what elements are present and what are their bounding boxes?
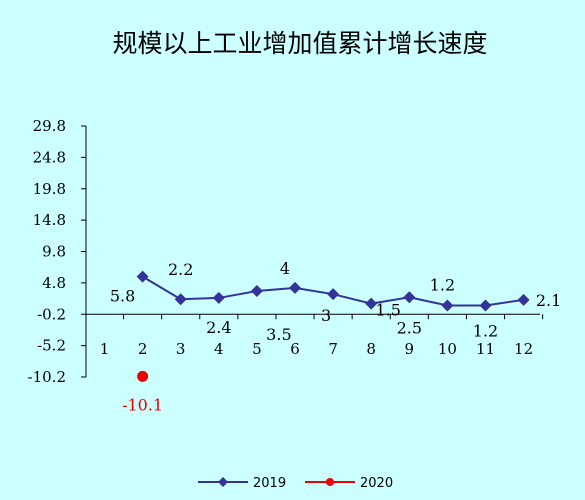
series-2019-point <box>250 285 263 298</box>
y-tick-label: -0.2 <box>37 305 66 323</box>
data-label: -10.1 <box>122 395 163 414</box>
series-2019-point <box>365 297 378 310</box>
chart-title: 规模以上工业增加值累计增长速度 <box>112 29 487 58</box>
series-2020-point <box>137 370 149 382</box>
series-2019-point <box>517 293 530 306</box>
series-2019-point <box>289 281 301 294</box>
data-label: 2.5 <box>397 318 422 337</box>
series-2019-point <box>441 299 454 312</box>
data-label: 2.1 <box>536 291 561 310</box>
data-label: 4 <box>280 259 290 278</box>
y-tick-label: -5.2 <box>37 337 66 355</box>
y-tick-label: 24.8 <box>33 148 66 166</box>
data-label: 1.2 <box>473 321 498 340</box>
x-tick-label: 8 <box>366 340 376 358</box>
y-tick-label: 14.8 <box>33 211 66 229</box>
data-label: 2.2 <box>168 260 193 279</box>
series-2019-point <box>479 299 492 312</box>
x-tick-label: 10 <box>438 340 457 358</box>
data-label: 1.5 <box>375 301 400 320</box>
series-2019-point <box>136 270 149 283</box>
legend-marker-2019 <box>218 477 228 487</box>
legend-label: 2020 <box>360 476 393 491</box>
x-tick-label: 3 <box>176 340 186 358</box>
series-2019-point <box>212 291 225 304</box>
y-tick-label: 29.8 <box>33 117 66 135</box>
data-label: 3 <box>321 306 331 325</box>
x-tick-label: 5 <box>252 340 262 358</box>
x-tick-label: 11 <box>476 340 495 358</box>
x-tick-label: 7 <box>328 340 338 358</box>
legend-marker-2020 <box>326 478 334 486</box>
x-tick-label: 12 <box>514 340 533 358</box>
series-2019-point <box>327 288 340 301</box>
legend-label: 2019 <box>253 476 286 491</box>
legend: 2019 2020 <box>198 476 393 491</box>
x-tick-label: 6 <box>290 340 300 358</box>
data-label: 1.2 <box>430 275 455 294</box>
x-tick-label: 1 <box>100 340 110 358</box>
y-tick-label: 9.8 <box>42 243 66 261</box>
x-tick-label: 2 <box>138 340 148 358</box>
x-tick-label: 4 <box>214 340 224 358</box>
data-label: 2.4 <box>206 318 231 337</box>
y-tick-label: 19.8 <box>33 180 66 198</box>
series-2019-point <box>174 293 187 306</box>
y-tick-label: -10.2 <box>28 368 66 386</box>
series-2019-point <box>403 291 416 304</box>
x-tick-label: 9 <box>405 340 415 358</box>
plot-area: 29.824.819.814.89.84.8-0.2-5.2-10.21 2 3 4 5… <box>28 117 562 414</box>
data-label: 5.8 <box>110 287 135 306</box>
y-tick-label: 4.8 <box>42 274 66 292</box>
data-label: 3.5 <box>266 325 291 344</box>
